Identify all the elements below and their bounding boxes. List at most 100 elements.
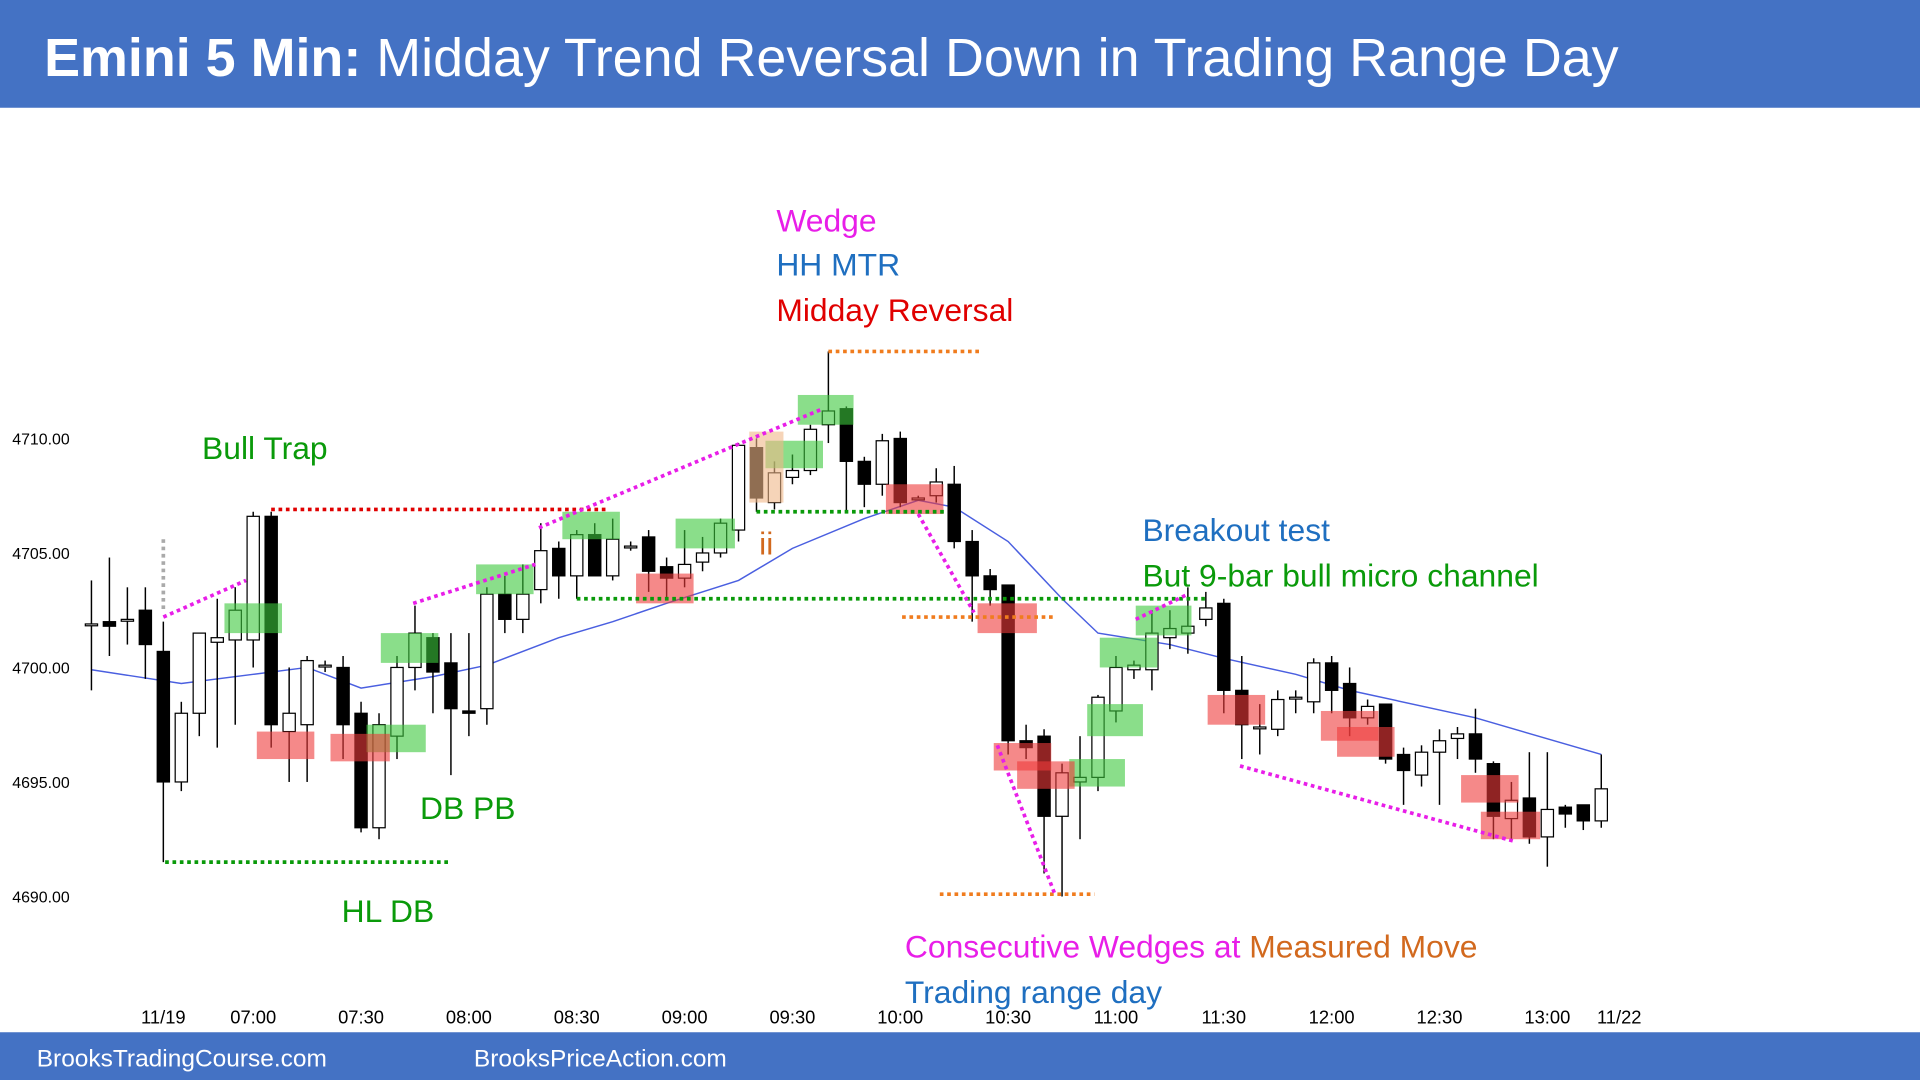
annotation: HL DB <box>342 893 435 929</box>
x-tick-label: 11/19 <box>141 1007 186 1028</box>
level-line <box>1134 592 1189 622</box>
candle-body <box>498 593 512 620</box>
y-tick-label: 4705.00 <box>12 546 70 563</box>
x-tick-label: 11:30 <box>1202 1007 1247 1028</box>
candle-body <box>983 575 997 591</box>
y-tick-label: 4690.00 <box>12 890 70 907</box>
footer-text: BrooksPriceAction.com <box>474 1046 727 1073</box>
candle-body <box>857 460 872 485</box>
x-tick-label: 10:00 <box>877 1007 923 1028</box>
candle-body <box>1414 751 1429 776</box>
candle-body <box>605 538 620 577</box>
candle-body <box>965 540 979 577</box>
plot-area: 4710.00 4705.00 4700.00 4695.00 4690.00 11/19… <box>12 349 1642 1028</box>
x-tick-label: 10:30 <box>985 1007 1031 1028</box>
candle-body <box>641 536 656 572</box>
level-line <box>162 578 247 619</box>
candle-body <box>1558 806 1573 815</box>
signal-zone <box>380 633 439 663</box>
candle-body <box>587 534 602 577</box>
signal-zone <box>256 731 315 760</box>
signal-zone <box>562 511 620 540</box>
candle-body <box>947 483 961 543</box>
x-tick-label: 13:00 <box>1524 1007 1570 1028</box>
x-tick-label: 12:30 <box>1417 1007 1463 1028</box>
candle-body <box>480 593 494 710</box>
footer-text: BrooksTradingCourse.com <box>37 1046 327 1073</box>
candle-body <box>695 552 710 563</box>
candle-body <box>282 712 296 733</box>
annotation: But 9-bar bull micro channel <box>1142 558 1538 594</box>
annotation: DB PB <box>420 790 516 826</box>
annotation: Consecutive Wedges at Measured Move <box>905 929 1478 965</box>
candle-body <box>1253 726 1267 730</box>
x-tick-label: 07:30 <box>338 1007 384 1028</box>
annotation: Bull Trap <box>202 430 328 466</box>
x-tick-label: 12:00 <box>1309 1007 1355 1028</box>
candle-body <box>1199 607 1213 620</box>
candle-body <box>174 712 189 783</box>
x-tick-label: 08:00 <box>446 1007 492 1028</box>
candle-body <box>84 623 99 627</box>
candle-body <box>462 710 476 714</box>
annotation: Breakout test <box>1142 512 1330 548</box>
annotation: ii <box>759 526 773 562</box>
x-tick-label: 11/22 <box>1597 1007 1642 1028</box>
x-tick-label: 08:30 <box>554 1007 600 1028</box>
signal-zone <box>1207 694 1266 725</box>
candle-body <box>354 712 368 829</box>
x-tick-label: 09:00 <box>662 1007 708 1028</box>
signal-zone <box>675 518 735 549</box>
candle-body <box>1540 808 1555 838</box>
annotation: HH MTR <box>776 247 900 283</box>
signal-zone <box>224 603 282 634</box>
annotation-part: Measured Move <box>1249 929 1477 965</box>
annotations: Wedge HH MTR Midday Reversal Bull Trap D… <box>202 202 1539 1009</box>
x-tick-label: 07:00 <box>230 1007 276 1028</box>
candle-body <box>534 550 548 591</box>
candle-body <box>570 534 584 577</box>
candle-body <box>444 662 458 710</box>
candle-body <box>1432 740 1447 753</box>
signal-zone <box>1017 761 1075 789</box>
y-tick-label: 4710.00 <box>12 432 70 449</box>
signal-zone <box>749 431 784 503</box>
annotation: Wedge <box>776 202 876 238</box>
candle-body <box>336 666 350 726</box>
candle-body <box>156 650 171 783</box>
candle-body <box>1288 696 1303 700</box>
signal-zone <box>1087 704 1143 737</box>
candle-body <box>102 621 117 627</box>
chart-title: Emini 5 Min: Midday Trend Reversal Down … <box>44 28 1619 88</box>
annotation: Trading range day <box>905 974 1162 1010</box>
candle-body <box>1468 733 1483 760</box>
candle-body <box>1576 804 1591 822</box>
candle-body <box>516 593 530 620</box>
candle-body <box>1594 788 1609 822</box>
ema-line <box>91 499 1602 756</box>
signal-zone <box>885 484 944 515</box>
y-tick-label: 4700.00 <box>12 661 70 678</box>
candle-body <box>731 444 746 531</box>
candle-body <box>138 609 153 646</box>
signal-zone <box>1135 605 1192 636</box>
candle-body <box>1324 662 1339 691</box>
annotation-part: Consecutive Wedges at <box>905 929 1249 965</box>
title-rest: Midday Trend Reversal Down in Trading Ra… <box>376 28 1618 88</box>
candle-body <box>1450 733 1465 740</box>
signal-zone <box>797 394 854 425</box>
signal-zone <box>1461 775 1519 803</box>
candle-body <box>1306 662 1321 703</box>
level-line <box>1239 764 1516 844</box>
x-tick-label: 09:30 <box>769 1007 815 1028</box>
candle-body <box>300 659 314 726</box>
candle-body <box>210 637 224 643</box>
candle-body <box>120 618 135 622</box>
candle-body <box>875 440 890 485</box>
signal-zone <box>330 733 390 762</box>
header-band <box>0 0 1920 108</box>
signal-zone <box>1069 759 1125 787</box>
signal-zone <box>1337 726 1395 757</box>
